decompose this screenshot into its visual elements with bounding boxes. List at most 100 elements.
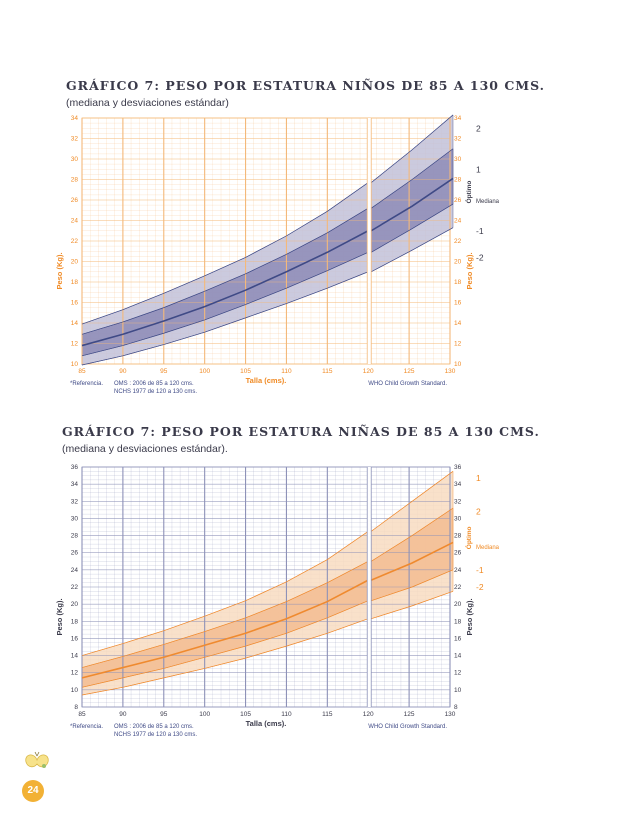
series-line-1 — [371, 507, 454, 562]
y-tick-label-right: 12 — [454, 670, 462, 677]
y-tick-label-left: 14 — [71, 653, 79, 660]
series-line-minus2 — [371, 590, 454, 620]
y-tick-label-left: 12 — [71, 341, 79, 348]
y-tick-label-right: 10 — [454, 361, 462, 368]
y-tick-label-right: 30 — [454, 156, 462, 163]
standard-note: WHO Child Growth Standard. — [368, 381, 447, 387]
series-line-minus2 — [81, 271, 369, 366]
standard-note: WHO Child Growth Standard. — [368, 724, 447, 730]
y-tick-label-right: 28 — [454, 533, 462, 540]
reference-line-oms: OMS : 2006 de 85 a 120 cms. — [114, 381, 194, 387]
y-tick-label-right: 14 — [454, 320, 462, 327]
x-tick-label: 130 — [445, 711, 456, 718]
legend-label: Mediana — [476, 545, 500, 551]
series-line-1 — [81, 560, 369, 668]
y-tick-label-right: 18 — [454, 279, 462, 286]
x-tick-label: 90 — [119, 711, 127, 718]
y-tick-label-right: 36 — [454, 464, 462, 471]
x-tick-label: 125 — [404, 711, 415, 718]
y-tick-label-right: 34 — [454, 481, 462, 488]
y-tick-label-right: 20 — [454, 601, 462, 608]
legend-label: 2 — [476, 123, 481, 133]
reference-line-nchs: NCHS 1977 de 120 a 130 cms. — [114, 389, 197, 395]
y-tick-label-left: 8 — [74, 704, 78, 711]
x-axis-label: Talla (cms). — [246, 719, 287, 728]
y-tick-label-left: 24 — [71, 567, 79, 574]
x-tick-label: 90 — [119, 368, 127, 375]
y-tick-label-right: 8 — [454, 704, 458, 711]
y-tick-label-left: 16 — [71, 300, 79, 307]
series-line-2 — [81, 530, 369, 656]
optimo-label: Óptimo — [464, 181, 473, 204]
reference-line-oms: OMS : 2006 de 85 a 120 cms. — [114, 724, 194, 730]
series-line-minus1 — [81, 251, 369, 357]
series-line-minus1 — [81, 600, 369, 688]
y-tick-label-left: 30 — [71, 515, 79, 522]
x-tick-label: 115 — [322, 711, 333, 718]
y-tick-label-left: 32 — [71, 136, 79, 143]
reference-label: *Referencia. — [70, 381, 103, 387]
legend-label: -1 — [476, 226, 484, 236]
x-tick-label: 105 — [240, 711, 251, 718]
series-line-minus2 — [81, 618, 369, 696]
x-tick-label: 100 — [199, 711, 210, 718]
reference-label: *Referencia. — [70, 724, 103, 730]
y-tick-label-left: 22 — [71, 238, 79, 245]
page-number: 24 — [22, 780, 44, 802]
series-line-minus1 — [371, 569, 454, 602]
x-tick-label: 110 — [281, 368, 292, 375]
x-tick-label: 125 — [404, 368, 415, 375]
y-tick-label-left: 12 — [71, 670, 79, 677]
legend-label: 2 — [476, 507, 481, 517]
series-line-mediana — [370, 541, 454, 581]
y-tick-label-left: 34 — [71, 481, 79, 488]
x-tick-label: 105 — [240, 368, 251, 375]
y-tick-label-right: 24 — [454, 567, 462, 574]
x-tick-label: 120 — [363, 368, 374, 375]
chart1-subtitle: (mediana y desviaciones estándar) — [66, 97, 229, 109]
x-tick-label: 110 — [281, 711, 292, 718]
y-tick-label-right: 28 — [454, 177, 462, 184]
legend-label: 1 — [476, 473, 481, 483]
y-tick-label-right: 12 — [454, 341, 462, 348]
y-tick-label-left: 16 — [71, 635, 79, 642]
y-tick-label-left: 32 — [71, 498, 79, 505]
butterfly-logo-icon — [25, 751, 49, 768]
y-axis-label-left: Peso (Kg). — [55, 598, 64, 635]
series-line-mediana — [370, 177, 454, 232]
y-tick-label-left: 34 — [71, 115, 79, 122]
x-tick-label: 120 — [363, 711, 374, 718]
y-tick-label-right: 30 — [454, 515, 462, 522]
x-tick-label: 85 — [78, 368, 86, 375]
y-axis-label-left: Peso (Kg). — [55, 252, 64, 289]
y-tick-label-left: 24 — [71, 218, 79, 225]
y-tick-label-left: 10 — [71, 361, 79, 368]
y-tick-label-left: 30 — [71, 156, 79, 163]
y-tick-label-left: 20 — [71, 601, 79, 608]
y-tick-label-right: 32 — [454, 498, 462, 505]
axis-break — [367, 118, 372, 364]
series-line-minus1 — [371, 203, 454, 253]
legend-label: 1 — [476, 164, 481, 174]
y-axis-label-right: Peso (Kg). — [465, 598, 474, 635]
y-tick-label-right: 18 — [454, 618, 462, 625]
legend-label: -1 — [476, 565, 484, 575]
y-tick-label-right: 32 — [454, 136, 462, 143]
axis-break — [367, 467, 372, 707]
x-axis-label: Talla (cms). — [246, 376, 287, 385]
y-tick-label-left: 18 — [71, 279, 79, 286]
y-tick-label-left: 26 — [71, 550, 79, 557]
y-tick-label-right: 16 — [454, 635, 462, 642]
y-tick-label-right: 34 — [454, 115, 462, 122]
y-tick-label-right: 20 — [454, 259, 462, 266]
y-tick-label-left: 28 — [71, 177, 79, 184]
series-line-2 — [371, 114, 454, 183]
series-line-minus2 — [371, 227, 454, 273]
legend-label: -2 — [476, 252, 484, 262]
x-tick-label: 95 — [160, 711, 168, 718]
y-tick-label-left: 22 — [71, 584, 79, 591]
x-tick-label: 95 — [160, 368, 168, 375]
x-tick-label: 85 — [78, 711, 86, 718]
